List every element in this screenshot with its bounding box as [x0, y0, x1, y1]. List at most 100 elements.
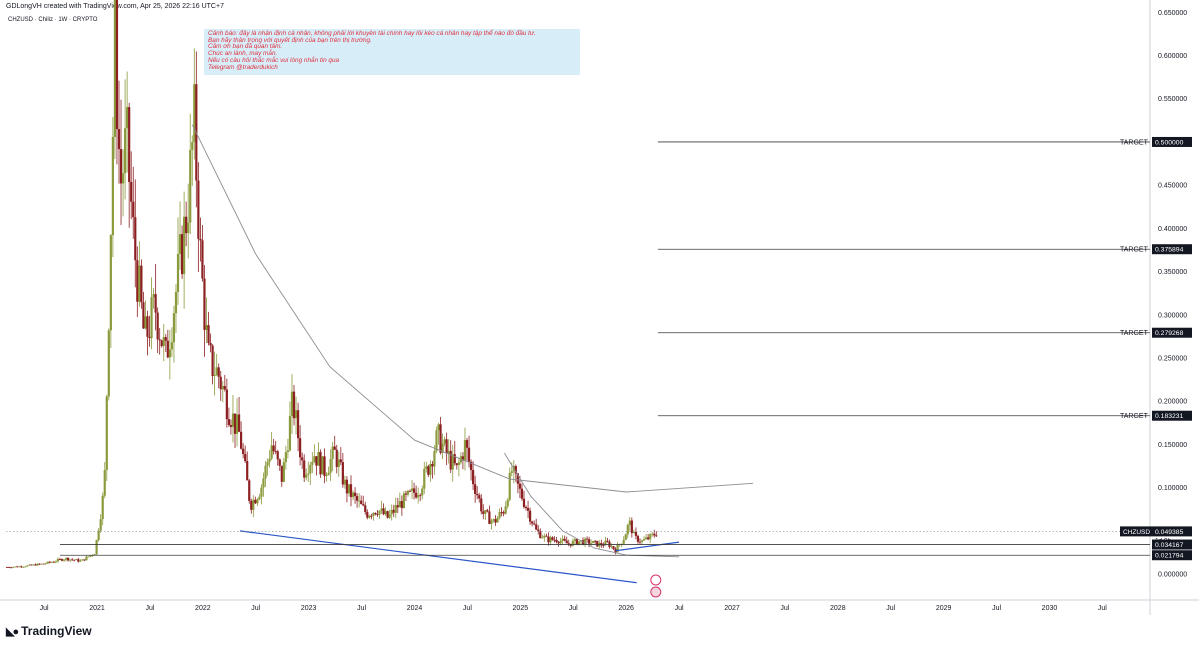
candle-body: [386, 511, 389, 518]
candle-body: [26, 565, 29, 567]
candle-body: [455, 463, 458, 466]
candles-group: [5, 0, 658, 569]
candle-body: [417, 495, 420, 498]
dividend-event-icon: [650, 574, 662, 586]
price-label: 0.021794: [1155, 553, 1184, 560]
candle-body: [392, 509, 395, 513]
candle-body: [559, 540, 562, 544]
candle-body: [480, 498, 483, 512]
candle-body: [628, 520, 631, 526]
candle-body: [317, 452, 320, 466]
candle-body: [311, 461, 314, 465]
candle-body: [508, 472, 511, 500]
candle-body: [640, 540, 644, 542]
candle-body: [166, 340, 169, 358]
candle-body: [278, 459, 281, 466]
candle-body: [441, 443, 444, 453]
candle-body: [634, 531, 638, 536]
x-tick-label: 2029: [936, 605, 952, 612]
candle-body: [596, 540, 599, 547]
candle-body: [28, 564, 31, 566]
x-tick-label: 2028: [830, 605, 846, 612]
candle-body: [103, 470, 106, 496]
y-tick-label: 0.600000: [1158, 53, 1187, 60]
candle-body: [233, 413, 237, 434]
candle-body: [119, 149, 123, 184]
candle-body: [81, 559, 84, 561]
tradingview-brand[interactable]: ◣● TradingView: [6, 624, 92, 638]
candle-body: [146, 316, 149, 337]
candle-body: [590, 543, 593, 544]
candle-body: [123, 128, 127, 174]
candle-body: [404, 493, 408, 495]
price-label-box: [1152, 136, 1192, 147]
candle-body: [303, 460, 306, 478]
candle-body: [406, 490, 410, 495]
candle-body: [398, 501, 401, 508]
candle-body: [396, 505, 399, 508]
target-label: TARGET: [1120, 247, 1149, 254]
candle-body: [227, 419, 230, 425]
candle-body: [622, 540, 625, 544]
candle-body: [372, 512, 375, 516]
candle-body: [58, 559, 62, 560]
candle-body: [537, 529, 540, 532]
candle-body: [419, 495, 422, 497]
candle-body: [154, 294, 157, 313]
candle-body: [296, 410, 300, 439]
candle-body: [215, 367, 218, 375]
x-tick-label: Jul: [675, 605, 684, 612]
candle-body: [524, 506, 528, 508]
candle-body: [651, 533, 654, 535]
candle-body: [474, 484, 477, 494]
candle-body: [335, 449, 338, 467]
candle-body: [260, 487, 263, 497]
candle-body: [376, 514, 379, 516]
candle-body: [533, 523, 536, 525]
candle-body: [60, 559, 64, 561]
support-trendline: [615, 541, 680, 552]
candle-body: [56, 559, 60, 562]
candle-body: [73, 559, 76, 561]
candle-body: [307, 473, 310, 475]
candle-body: [38, 563, 41, 565]
candle-body: [553, 539, 556, 541]
candle-body: [526, 507, 530, 511]
candle-body: [148, 336, 151, 339]
x-tick-label: 2025: [513, 605, 529, 612]
candle-body: [193, 84, 196, 143]
candle-body: [34, 564, 37, 566]
candle-body: [79, 560, 82, 562]
candle-body: [16, 566, 19, 568]
candle-body: [237, 414, 241, 432]
symbol-tag: CHZUSD: [1123, 529, 1150, 536]
candle-body: [176, 253, 180, 292]
candle-body: [93, 554, 96, 556]
y-tick-label: 0.200000: [1158, 399, 1187, 406]
candle-body: [290, 391, 294, 417]
candle-body: [242, 448, 245, 455]
candle-body: [549, 537, 552, 543]
candle-body: [7, 567, 11, 568]
x-tick-label: 2021: [89, 605, 105, 612]
candle-body: [402, 493, 406, 509]
candle-body: [349, 484, 353, 498]
candle-body: [425, 466, 428, 469]
candle-body: [360, 500, 363, 505]
candle-body: [341, 462, 344, 485]
candle-body: [394, 505, 397, 513]
candle-body: [482, 511, 485, 514]
us-event-flag-icon: [650, 586, 662, 598]
candle-body: [18, 566, 21, 568]
candle-body: [435, 430, 438, 452]
candle-body: [174, 291, 178, 314]
candle-body: [504, 506, 507, 514]
x-tick-label: Jul: [1098, 605, 1107, 612]
price-label-box: [1152, 539, 1192, 550]
candle-body: [433, 451, 436, 467]
candle-body: [610, 546, 613, 548]
candle-body: [134, 217, 137, 261]
candle-body: [258, 496, 261, 500]
candle-body: [498, 512, 501, 518]
